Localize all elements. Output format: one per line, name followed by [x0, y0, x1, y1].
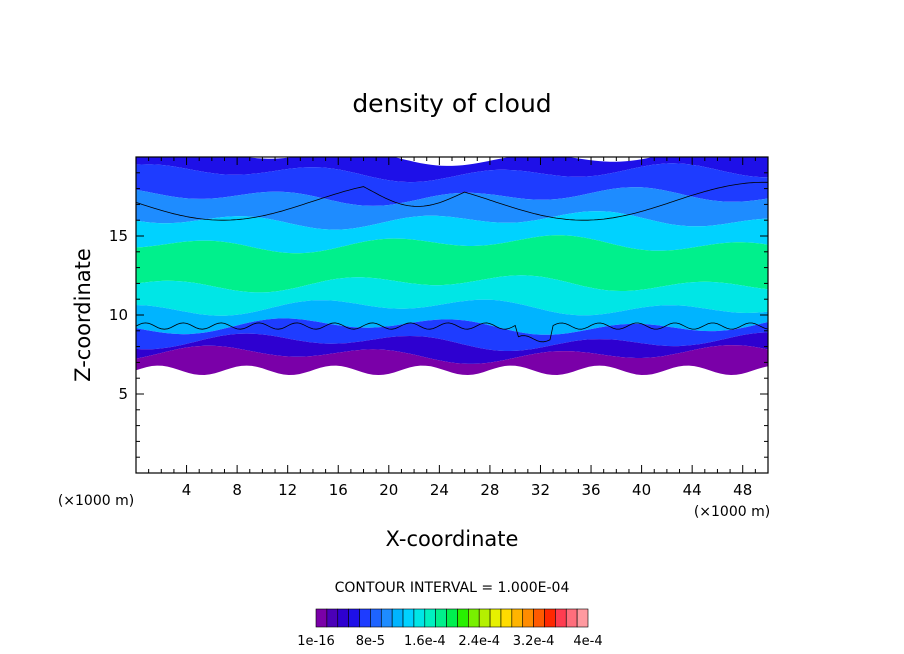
colorbar	[315, 608, 589, 628]
colorbar-swatch	[424, 608, 436, 628]
colorbar-swatch	[435, 608, 447, 628]
x-tick-label: 40	[632, 481, 651, 499]
colorbar-swatch	[370, 608, 382, 628]
colorbar-label: 4e-4	[573, 634, 602, 649]
contour-band	[136, 187, 768, 230]
colorbar-swatch	[489, 608, 502, 628]
colorbar-swatch	[402, 608, 415, 628]
x-axis-title: X-coordinate	[386, 527, 519, 551]
colorbar-swatch	[315, 608, 328, 628]
colorbar-label: 3.2e-4	[513, 634, 555, 649]
colorbar-swatch	[413, 608, 426, 628]
colorbar-swatch	[565, 608, 578, 628]
colorbar-swatch	[391, 608, 404, 628]
colorbar-swatch	[359, 608, 371, 628]
colorbar-swatch	[555, 608, 567, 628]
y-axis: 5 10 15	[109, 172, 768, 458]
contour-band	[136, 299, 768, 335]
x-tick-label: 28	[480, 481, 499, 499]
y-tick-label: 10	[109, 306, 128, 324]
x-tick-label: 8	[232, 481, 242, 499]
colorbar-swatch	[511, 608, 524, 628]
x-tick-label: 24	[430, 481, 449, 499]
colorbar-swatch	[380, 608, 393, 628]
colorbar-label: 1e-16	[297, 634, 335, 649]
x-tick-label: 12	[278, 481, 297, 499]
colorbar-swatch	[457, 608, 469, 628]
contour-band	[136, 235, 768, 293]
colorbar-label: 2.4e-4	[458, 634, 500, 649]
colorbar-label: 1.6e-4	[404, 634, 446, 649]
colorbar-swatch	[500, 608, 513, 628]
contour-band	[136, 211, 768, 254]
y-tick-label: 5	[118, 385, 128, 403]
x-tick-label: 20	[379, 481, 398, 499]
colorbar-swatch	[522, 608, 534, 628]
x-unit-label-left: (×1000 m)	[58, 493, 134, 509]
colorbar-swatch	[348, 608, 360, 628]
colorbar-label: 8e-5	[356, 634, 385, 649]
contour-band	[136, 345, 768, 375]
x-tick-label: 4	[182, 481, 192, 499]
y-tick-label: 15	[109, 227, 128, 245]
contour-field	[136, 157, 768, 375]
contour-line	[136, 322, 768, 343]
x-tick-label: 32	[531, 481, 550, 499]
colorbar-swatch	[533, 608, 545, 628]
colorbar-swatch	[478, 608, 491, 628]
colorbar-swatch	[446, 608, 458, 628]
colorbar-swatch	[337, 608, 349, 628]
contour-band	[136, 163, 768, 206]
contour-band	[136, 332, 768, 364]
contour-interval-label: CONTOUR INTERVAL = 1.000E-04	[335, 580, 570, 596]
contour-band	[136, 157, 768, 183]
x-unit-label-right: (×1000 m)	[694, 504, 770, 520]
x-tick-label: 16	[329, 481, 348, 499]
x-axis: 4 8 12 16 20 24 28 32 36 40 44 48	[148, 157, 756, 499]
colorbar-swatch	[576, 608, 589, 628]
x-tick-label: 36	[581, 481, 600, 499]
y-axis-title: Z-coordinate	[71, 248, 95, 382]
x-tick-label: 44	[683, 481, 702, 499]
colorbar-swatch	[326, 608, 339, 628]
chart-title: density of cloud	[352, 89, 551, 118]
colorbar-labels: 1e-16 8e-5 1.6e-4 2.4e-4 3.2e-4 4e-4	[297, 634, 602, 649]
colorbar-swatch	[468, 608, 480, 628]
contour-band	[136, 275, 768, 316]
colorbar-swatch	[544, 608, 556, 628]
x-tick-label: 48	[733, 481, 752, 499]
contour-line	[136, 181, 768, 221]
